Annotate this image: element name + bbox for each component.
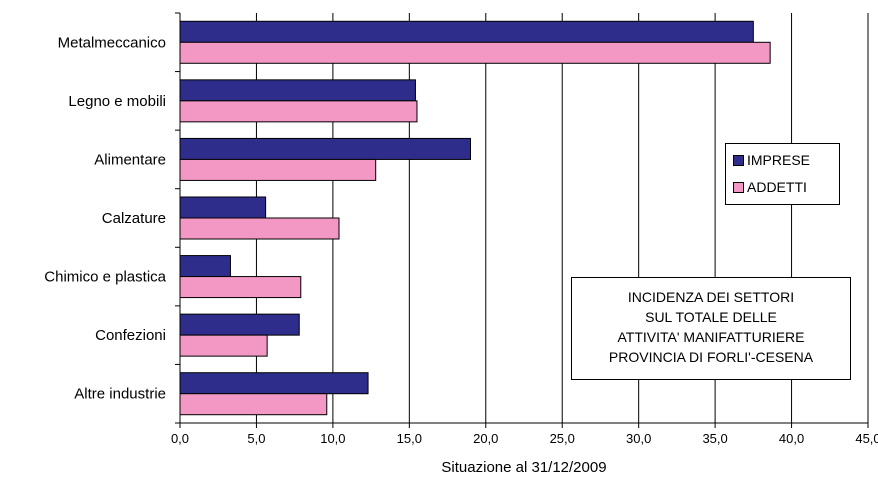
bar-addetti xyxy=(179,41,771,64)
legend-label-imprese: IMPRESE xyxy=(747,152,811,168)
category-label: Alimentare xyxy=(94,151,166,168)
x-tick-label: 25,0 xyxy=(550,431,575,446)
category-label: Metalmeccanico xyxy=(58,34,166,51)
legend-label-addetti: ADDETTI xyxy=(747,179,807,195)
category-label: Chimico e plastica xyxy=(44,269,166,286)
legend-item-addetti: ADDETTI xyxy=(733,176,839,198)
legend-swatch-addetti xyxy=(733,181,744,193)
annotation-line-4: PROVINCIA DI FORLI'-CESENA xyxy=(608,349,814,365)
bar-imprese xyxy=(179,255,231,278)
category-label: Calzature xyxy=(102,210,166,227)
x-tick-label: 35,0 xyxy=(702,431,727,446)
bar-addetti xyxy=(179,158,377,181)
x-tick-label: 20,0 xyxy=(473,431,498,446)
bar-addetti xyxy=(179,393,328,416)
annotation-box: INCIDENZA DEI SETTORI SUL TOTALE DELLE A… xyxy=(571,277,851,380)
legend-swatch-imprese xyxy=(733,154,744,166)
bar-imprese xyxy=(179,372,369,395)
category-label: Legno e mobili xyxy=(68,93,166,110)
bar-imprese xyxy=(179,137,471,160)
bar-imprese xyxy=(179,20,754,43)
bar-imprese xyxy=(179,196,267,219)
category-label: Altre industrie xyxy=(74,386,166,403)
bar-addetti xyxy=(179,217,340,240)
bar-addetti xyxy=(179,100,418,123)
category-label: Confezioni xyxy=(95,327,166,344)
x-tick-label: 30,0 xyxy=(626,431,651,446)
legend-item-imprese: IMPRESE xyxy=(733,149,839,171)
bar-imprese xyxy=(179,79,416,102)
bar-addetti xyxy=(179,334,268,357)
x-tick-label: 0,0 xyxy=(171,431,189,446)
bar-imprese xyxy=(179,313,300,336)
annotation-line-3: ATTIVITA' MANIFATTURIERE xyxy=(617,329,805,345)
bar-addetti xyxy=(179,276,302,299)
x-tick-label: 15,0 xyxy=(397,431,422,446)
legend: IMPRESE ADDETTI xyxy=(725,143,840,205)
x-tick-label: 5,0 xyxy=(247,431,265,446)
x-tick-label: 45,0 xyxy=(855,431,878,446)
x-tick-label: 40,0 xyxy=(779,431,804,446)
x-tick-label: 10,0 xyxy=(320,431,345,446)
annotation-line-1: INCIDENZA DEI SETTORI xyxy=(627,289,795,305)
annotation-line-2: SUL TOTALE DELLE xyxy=(645,309,777,325)
x-axis-title: Situazione al 31/12/2009 xyxy=(441,459,606,476)
